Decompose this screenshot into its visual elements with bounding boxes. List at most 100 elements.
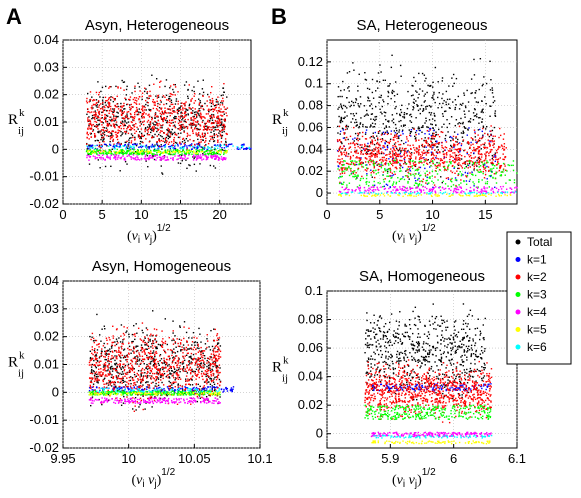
data-point	[434, 186, 437, 188]
data-point	[341, 171, 343, 173]
data-point	[174, 153, 176, 155]
data-point	[338, 169, 341, 171]
data-point	[381, 159, 384, 161]
data-point	[386, 130, 388, 132]
data-point	[141, 98, 143, 101]
data-point	[465, 127, 467, 130]
data-point	[140, 115, 143, 118]
data-point	[400, 108, 402, 111]
data-point	[363, 105, 366, 107]
data-point	[209, 101, 211, 104]
data-point	[467, 194, 470, 197]
data-point	[199, 163, 201, 165]
data-point	[154, 120, 156, 123]
data-point	[504, 191, 507, 193]
data-point	[352, 62, 354, 64]
data-point	[219, 396, 221, 398]
data-point	[481, 130, 483, 133]
data-point	[466, 194, 468, 197]
data-point	[160, 344, 162, 347]
data-point	[426, 91, 428, 94]
data-point	[213, 147, 216, 149]
data-point	[102, 108, 104, 110]
data-point	[357, 167, 360, 170]
data-point	[91, 144, 94, 146]
data-point	[387, 91, 390, 94]
data-point	[188, 84, 190, 86]
data-point	[376, 151, 378, 153]
data-point	[196, 112, 199, 114]
data-point	[484, 173, 487, 176]
data-point	[154, 112, 157, 114]
data-point	[360, 153, 362, 155]
data-point	[454, 154, 457, 156]
data-point	[98, 119, 101, 121]
data-point	[398, 191, 401, 194]
data-point	[385, 125, 387, 127]
data-point	[198, 145, 200, 148]
data-point	[412, 108, 414, 111]
data-point	[97, 380, 99, 382]
data-point	[444, 137, 446, 140]
data-point	[343, 170, 345, 172]
data-point	[160, 118, 163, 120]
data-point	[153, 123, 155, 126]
data-point	[470, 160, 472, 162]
data-point	[460, 158, 463, 160]
data-point	[120, 102, 122, 105]
data-point	[479, 193, 481, 195]
data-point	[101, 107, 103, 109]
data-point	[408, 172, 410, 175]
data-point	[453, 167, 455, 169]
data-point	[99, 147, 102, 149]
x-label-part: v	[397, 229, 404, 244]
data-point	[418, 127, 421, 130]
data-point	[459, 186, 461, 188]
data-point	[169, 85, 172, 87]
data-point	[195, 153, 197, 156]
data-point	[158, 147, 160, 149]
data-point	[384, 142, 386, 144]
data-point	[357, 157, 359, 159]
data-point	[427, 144, 429, 147]
data-point	[386, 154, 388, 156]
data-point	[112, 119, 114, 121]
data-point	[400, 119, 402, 122]
data-point	[143, 134, 146, 137]
data-point	[410, 194, 413, 196]
data-point	[382, 147, 384, 149]
data-point	[350, 157, 352, 159]
data-point	[399, 164, 401, 166]
data-point	[466, 152, 468, 155]
data-point	[473, 191, 476, 194]
data-point	[190, 127, 193, 129]
data-point	[215, 101, 218, 103]
data-point	[169, 114, 171, 117]
data-point	[197, 143, 200, 146]
data-point	[194, 108, 196, 110]
data-point	[417, 185, 419, 187]
data-point	[211, 101, 214, 103]
data-point	[359, 161, 361, 164]
y-tick-label: 0.01	[34, 114, 59, 129]
data-point	[395, 162, 398, 164]
data-point	[391, 91, 393, 93]
data-point	[101, 134, 103, 137]
data-point	[404, 156, 406, 159]
data-point	[480, 153, 483, 155]
data-point	[109, 105, 112, 108]
data-point	[339, 95, 341, 98]
data-point	[127, 363, 130, 366]
data-point	[422, 109, 425, 111]
data-point	[445, 153, 447, 155]
data-point	[121, 117, 123, 119]
data-point	[493, 156, 495, 158]
data-point	[131, 148, 134, 150]
data-point	[370, 186, 373, 188]
data-point	[412, 191, 414, 194]
data-point	[424, 100, 426, 102]
data-point	[412, 127, 414, 129]
data-point	[342, 183, 344, 185]
data-point	[401, 188, 403, 190]
data-point	[112, 135, 114, 137]
